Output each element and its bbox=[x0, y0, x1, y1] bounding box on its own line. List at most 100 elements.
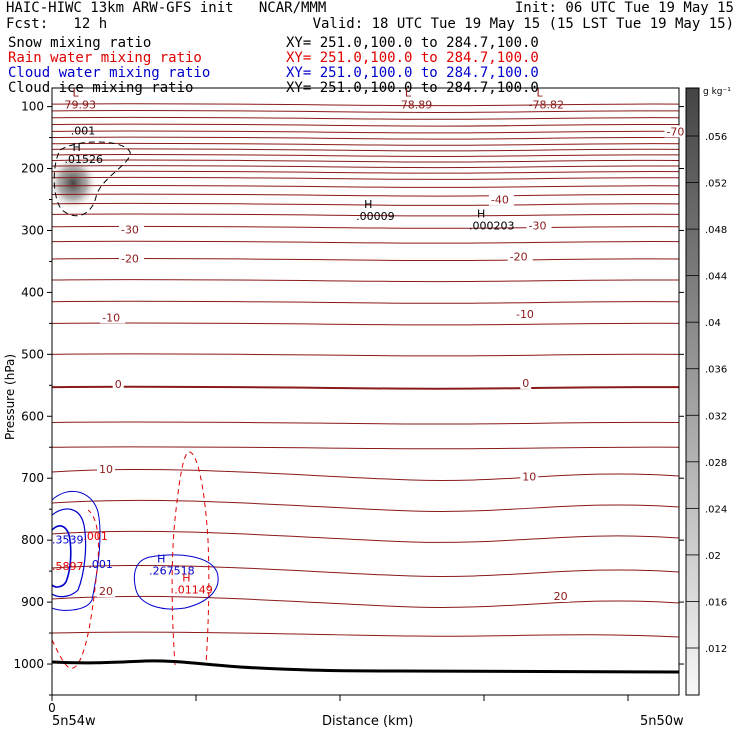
temperature-contour bbox=[52, 116, 679, 120]
rain-water-contour-left bbox=[52, 509, 99, 669]
cloud-water-contour-outer bbox=[52, 491, 101, 611]
field-name-cloud-water: Cloud water mixing ratio bbox=[8, 65, 211, 81]
colorbar-tick-label: .036 bbox=[705, 365, 727, 376]
temperature-contour bbox=[52, 170, 679, 174]
colorbar-tick-label: .016 bbox=[705, 597, 727, 608]
y-tick-label: 100 bbox=[21, 100, 44, 114]
temperature-contour bbox=[52, 109, 679, 114]
header-valid: Valid: 18 UTC Tue 19 May 15 (15 LST Tue … bbox=[312, 16, 734, 32]
contour-value-label: .001 bbox=[88, 558, 113, 571]
cloud-ice-contour bbox=[53, 141, 131, 217]
colorbar-tick-label: .012 bbox=[705, 644, 727, 655]
temperature-contour bbox=[52, 123, 679, 127]
colorbar bbox=[685, 87, 700, 696]
temperature-contour bbox=[52, 385, 679, 390]
terrain-surface-line bbox=[52, 659, 679, 674]
temperature-contour bbox=[52, 142, 679, 146]
colorbar-tick-label: .028 bbox=[705, 458, 727, 469]
temperature-label-bg bbox=[97, 585, 116, 598]
temperature-contour bbox=[52, 165, 679, 169]
extremum-marker: H bbox=[182, 572, 190, 585]
colorbar-tick-label: .04 bbox=[705, 318, 721, 329]
temperature-label-bg bbox=[100, 311, 126, 324]
temperature-label-bg bbox=[551, 589, 570, 602]
colorbar-tick-label: .044 bbox=[705, 272, 727, 283]
x-axis-right-endpoint: 5n50w bbox=[640, 714, 684, 729]
y-axis-title: Pressure (hPa) bbox=[3, 354, 17, 440]
colorbar-tick-label: .052 bbox=[705, 179, 727, 190]
temperature-label-bg bbox=[118, 223, 144, 236]
temperature-contour-label: 0 bbox=[115, 378, 122, 391]
temperature-contour bbox=[52, 159, 679, 163]
temperature-contour bbox=[52, 595, 679, 608]
extremum-marker: L bbox=[405, 87, 412, 100]
temperature-contour bbox=[52, 213, 679, 217]
cloud-water-contour-inner bbox=[52, 525, 72, 588]
temperature-contour bbox=[52, 176, 679, 180]
temperature-label-bg bbox=[664, 125, 690, 138]
y-tick-label: 400 bbox=[21, 285, 44, 299]
temperature-contour-label: 10 bbox=[522, 470, 536, 483]
cloud-water-contour-blob bbox=[133, 554, 219, 610]
extremum-value: -78.82 bbox=[529, 99, 564, 112]
temperature-contour bbox=[52, 202, 679, 206]
temperature-label-bg bbox=[520, 470, 539, 483]
temperature-contour bbox=[52, 530, 679, 543]
temperature-contour-label: -40 bbox=[491, 194, 509, 207]
temperature-contour bbox=[52, 130, 679, 134]
temperature-contour bbox=[52, 103, 679, 107]
temperature-contour bbox=[52, 153, 679, 157]
extremum-marker: L bbox=[537, 87, 544, 100]
temperature-contour bbox=[52, 499, 679, 512]
header-init: Init: 06 UTC Tue 19 May 15 bbox=[514, 0, 734, 16]
colorbar-tick-label: .024 bbox=[705, 504, 727, 515]
extremum-value: 79.93 bbox=[65, 99, 97, 112]
extremum-marker: L bbox=[73, 87, 80, 100]
temperature-contour-label: -10 bbox=[516, 308, 534, 321]
field-xy-snow: XY= 251.0,100.0 to 284.7,100.0 bbox=[286, 35, 539, 51]
temperature-label-bg bbox=[488, 193, 514, 206]
contour-value-label: .001 bbox=[71, 124, 96, 137]
field-name-snow: Snow mixing ratio bbox=[8, 35, 152, 51]
header-title-left: HAIC-HIWC 13km ARW-GFS init NCAR/MMM bbox=[6, 0, 327, 16]
temperature-label-bg bbox=[526, 219, 552, 232]
temperature-contour bbox=[52, 225, 679, 229]
temperature-contour bbox=[52, 353, 679, 357]
extremum-value: .00009 bbox=[356, 210, 395, 223]
temperature-contour bbox=[52, 631, 679, 638]
field-xy-cloud-water: XY= 251.0,100.0 to 284.7,100.0 bbox=[286, 65, 539, 81]
temperature-contour-label: 20 bbox=[99, 585, 113, 598]
temperature-contour-label: 0 bbox=[522, 377, 529, 390]
temperature-contour bbox=[52, 300, 679, 304]
temperature-contour-label: -30 bbox=[121, 223, 139, 236]
snow-mixing-shading bbox=[52, 155, 98, 211]
temperature-contour-label: 10 bbox=[99, 463, 113, 476]
contour-value-label: .001 bbox=[83, 530, 108, 543]
temperature-contour-label: -20 bbox=[121, 252, 139, 265]
temperature-contour bbox=[52, 564, 679, 577]
extremum-marker: H bbox=[157, 552, 165, 565]
extremum-marker: H bbox=[477, 207, 485, 220]
temperature-contour-label: 20 bbox=[554, 590, 568, 603]
temperature-contour bbox=[52, 322, 679, 326]
temperature-contour bbox=[52, 446, 679, 450]
temperature-contour bbox=[52, 136, 679, 140]
temperature-label-bg bbox=[520, 376, 532, 389]
contour-value-label: .3539 bbox=[52, 533, 84, 546]
temperature-label-bg bbox=[507, 250, 533, 263]
colorbar-tick-label: .032 bbox=[705, 411, 727, 422]
temperature-contour-label: -20 bbox=[510, 251, 528, 264]
temperature-contour bbox=[52, 148, 679, 152]
rain-water-contour-tower bbox=[171, 451, 210, 666]
colorbar-tick-label: .02 bbox=[705, 551, 721, 562]
cloud-water-contour-mid bbox=[52, 508, 87, 598]
colorbar-tick-label: .056 bbox=[705, 132, 727, 143]
extremum-value: .01526 bbox=[65, 153, 104, 166]
temperature-contour bbox=[52, 257, 679, 262]
temperature-contour bbox=[52, 468, 679, 481]
temperature-label-bg bbox=[112, 378, 124, 391]
temperature-label-bg bbox=[118, 252, 144, 265]
contour-value-label: .5897 bbox=[52, 560, 84, 573]
y-tick-label: 600 bbox=[21, 409, 44, 423]
